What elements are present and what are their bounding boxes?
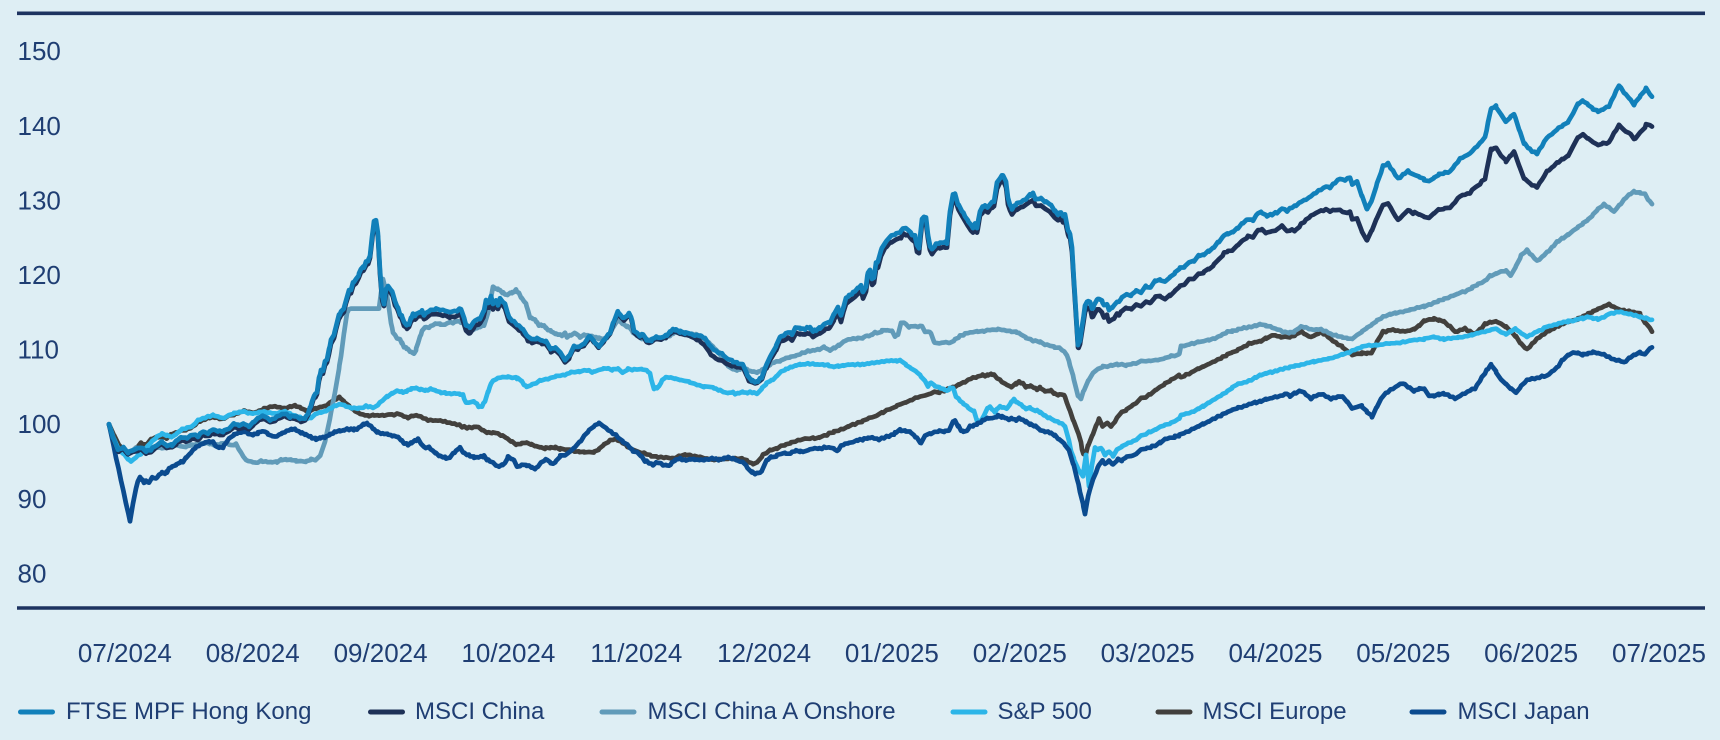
svg-text:90: 90 [18, 484, 47, 514]
svg-text:01/2025: 01/2025 [845, 638, 939, 668]
svg-text:07/2025: 07/2025 [1612, 638, 1706, 668]
svg-text:MSCI Europe: MSCI Europe [1203, 698, 1347, 725]
svg-text:03/2025: 03/2025 [1101, 638, 1195, 668]
svg-text:110: 110 [18, 335, 59, 365]
svg-text:08/2024: 08/2024 [206, 638, 300, 668]
svg-text:FTSE MPF Hong Kong: FTSE MPF Hong Kong [66, 698, 311, 725]
svg-text:05/2025: 05/2025 [1356, 638, 1450, 668]
svg-text:06/2025: 06/2025 [1484, 638, 1578, 668]
svg-text:MSCI Japan: MSCI Japan [1458, 698, 1590, 725]
svg-text:140: 140 [18, 111, 61, 141]
svg-text:07/2024: 07/2024 [78, 638, 172, 668]
svg-text:02/2025: 02/2025 [973, 638, 1067, 668]
svg-text:11/2024: 11/2024 [590, 638, 682, 668]
svg-text:150: 150 [18, 36, 61, 66]
svg-text:09/2024: 09/2024 [334, 638, 428, 668]
svg-text:80: 80 [18, 558, 47, 588]
svg-text:04/2025: 04/2025 [1229, 638, 1323, 668]
svg-text:MSCI China A Onshore: MSCI China A Onshore [648, 698, 896, 725]
svg-text:120: 120 [18, 260, 61, 290]
svg-text:10/2024: 10/2024 [461, 638, 555, 668]
svg-text:S&P 500: S&P 500 [998, 698, 1092, 725]
svg-text:100: 100 [18, 409, 61, 439]
svg-text:12/2024: 12/2024 [717, 638, 811, 668]
svg-text:MSCI China: MSCI China [415, 698, 545, 725]
svg-text:130: 130 [18, 185, 61, 215]
